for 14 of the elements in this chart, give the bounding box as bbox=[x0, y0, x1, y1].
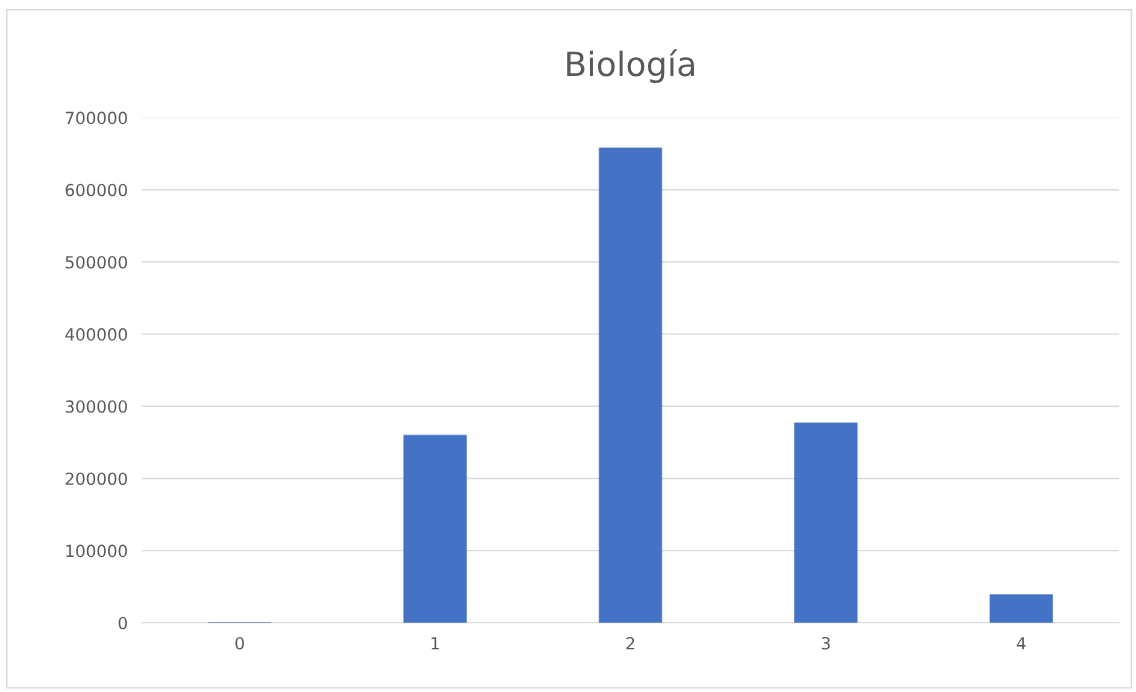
y-tick-label: 200000 bbox=[65, 472, 127, 486]
chart-title: Biología bbox=[567, 49, 694, 83]
y-tick-label: 0 bbox=[118, 616, 127, 630]
y-tick-label: 600000 bbox=[65, 183, 127, 197]
x-tick-label: 0 bbox=[235, 636, 244, 650]
y-tick-label: 700000 bbox=[65, 111, 127, 125]
x-tick-label: 1 bbox=[431, 637, 439, 650]
y-tick-label: 100000 bbox=[66, 544, 127, 558]
y-tick-label: 300000 bbox=[65, 400, 127, 413]
x-tick-label: 4 bbox=[1016, 637, 1026, 650]
x-tick-label: 3 bbox=[821, 636, 830, 650]
y-tick-label: 400000 bbox=[65, 328, 127, 341]
x-tick-label: 2 bbox=[626, 636, 635, 650]
y-tick-label: 500000 bbox=[65, 255, 127, 269]
